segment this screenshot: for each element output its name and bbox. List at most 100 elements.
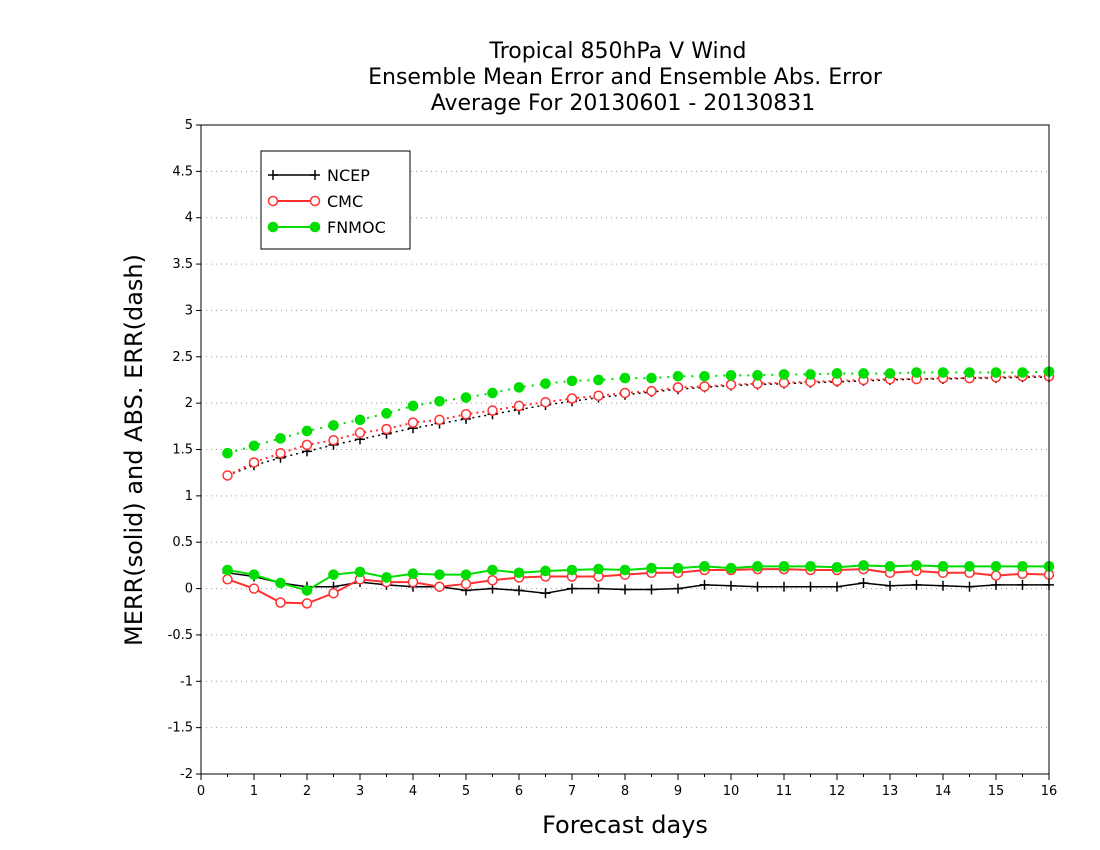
cmc-abs-err-point [434,414,445,426]
x-tick-label: 6 [515,784,523,799]
fnmoc-merr-point [275,577,286,589]
fnmoc-merr-point [513,567,525,579]
legend-label-cmc: CMC [327,192,363,211]
legend: NCEP CMC FNMOC [260,150,411,250]
y-axis-label: MERR(solid) and ABS. ERR(dash) [120,254,148,646]
fnmoc-abs-err-point [248,440,260,452]
legend-marker [267,195,279,207]
fnmoc-abs-err-line [227,370,1050,455]
fnmoc-merr-point [328,569,339,580]
fnmoc-abs-err-point [460,392,472,403]
cmc-merr-line [227,568,1050,605]
ncep-merr-point [938,580,948,591]
legend-label-fnmoc: FNMOC [327,218,386,237]
ncep-merr-point [779,581,789,592]
fnmoc-abs-err-point [619,372,631,384]
ncep-merr-point [991,579,1001,590]
fnmoc-merr-point [248,569,260,580]
cmc-abs-err-point [566,393,578,404]
fnmoc-abs-err-point [540,378,551,389]
cmc-merr-point [434,581,445,592]
cmc-merr-point [275,597,286,608]
x-tick-label: 1 [250,784,258,799]
legend-label-ncep: NCEP [327,166,370,185]
legend-item-cmc: CMC [267,192,363,211]
ncep-merr-point [567,583,577,594]
cmc-abs-err-point [407,417,419,428]
cmc-abs-err-point [672,382,684,393]
fnmoc-merr-point [1017,561,1028,572]
cmc-abs-err-point [275,447,286,459]
ncep-merr-point [832,581,842,592]
fnmoc-abs-err-point [937,367,949,378]
x-tick-label: 9 [674,784,682,799]
ncep-merr-point [620,584,630,595]
ncep-merr-point [1017,579,1028,590]
series-layer [222,366,1055,609]
fnmoc-merr-line [227,564,1049,592]
fnmoc-merr-point [725,562,737,574]
fnmoc-abs-err-point [301,425,313,437]
cmc-abs-err-point [354,427,366,439]
fnmoc-abs-err-point [407,400,419,412]
fnmoc-abs-err-point [354,414,366,426]
ncep-merr-point [858,578,869,589]
x-tick-label: 12 [829,784,846,799]
x-tick-label: 5 [462,784,470,799]
fnmoc-merr-point [354,566,366,578]
ncep-merr-point [673,583,683,594]
y-tick-label: -1.5 [168,721,193,736]
legend-marker [268,170,278,180]
fnmoc-merr-point [434,569,445,580]
x-tick-label: 10 [723,784,740,799]
x-tick-label: 11 [776,784,793,799]
cmc-abs-err-point [619,387,631,399]
y-tick-label: 2.5 [172,350,193,365]
cmc-merr-point [328,587,339,599]
cmc-merr-point [248,583,260,594]
legend-marker [267,221,279,233]
ncep-merr-line [227,572,1049,594]
x-tick-label: 15 [988,784,1005,799]
chart-title-line-1: Tropical 850hPa V Wind [488,39,746,64]
cmc-abs-err-point [513,400,525,412]
x-tick-label: 3 [356,784,364,799]
x-tick-label: 13 [882,784,899,799]
series-fnmoc [222,366,1055,596]
fnmoc-abs-err-point [911,367,922,378]
y-tick-label: -0.5 [168,628,193,643]
ncep-merr-point [699,579,710,590]
fnmoc-abs-err-point [778,369,790,380]
fnmoc-abs-err-point [725,370,737,381]
x-tick-label: 2 [303,784,311,799]
x-axis-label: Forecast days [542,811,708,839]
fnmoc-merr-point [487,564,498,576]
fnmoc-abs-err-point [990,367,1002,378]
fnmoc-abs-err-point [964,367,975,378]
y-tick-label: 5 [185,118,193,133]
fnmoc-merr-point [646,562,657,574]
fnmoc-abs-err-point [434,395,445,407]
fnmoc-merr-point [699,561,710,572]
x-axis: 0 1 2 3 4 5 6 7 8 9 10 11 12 13 14 15 16 [197,774,1057,799]
y-tick-label: 1.5 [172,443,193,458]
fnmoc-abs-err-point [699,370,710,382]
fnmoc-abs-err-point [275,433,286,444]
x-tick-label: 7 [568,784,576,799]
fnmoc-merr-point [619,564,631,576]
ncep-merr-point [911,579,922,590]
fnmoc-merr-point [884,561,896,572]
ncep-merr-point [646,584,657,595]
fnmoc-abs-err-point [566,375,578,387]
fnmoc-merr-point [964,561,975,572]
ncep-merr-point [726,580,736,591]
fnmoc-abs-err-point [328,420,339,431]
y-tick-label: 1 [185,489,193,504]
y-tick-label: 4 [185,211,193,226]
legend-item-ncep: NCEP [268,166,370,185]
legend-item-fnmoc: FNMOC [267,218,386,237]
ncep-merr-point [805,581,816,592]
fnmoc-abs-err-point [487,387,498,399]
y-tick-label: 3.5 [172,257,193,272]
